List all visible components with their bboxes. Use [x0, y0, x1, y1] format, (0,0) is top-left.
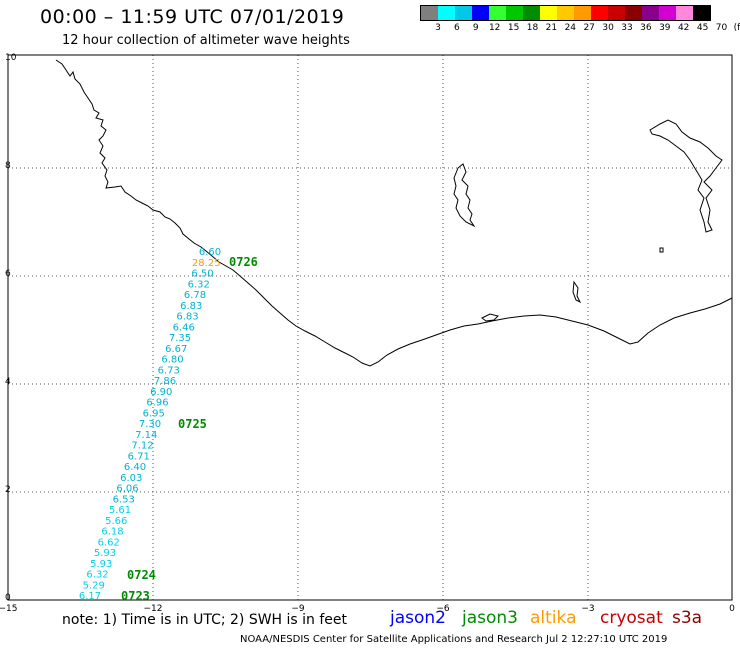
scale-label: 39 — [659, 23, 671, 33]
scale-label: 30 — [602, 23, 614, 33]
wave-height-value: 6.40 — [124, 462, 146, 473]
wave-height-value: 6.53 — [113, 494, 135, 505]
wave-height-value: 6.32 — [188, 279, 210, 290]
pass-time-label: 0725 — [178, 417, 207, 431]
scale-label: 18 — [526, 23, 539, 33]
wave-height-value: 6.95 — [143, 408, 165, 419]
map-title: 00:00 – 11:59 UTC 07/01/2019 — [40, 6, 345, 28]
scale-label: 21 — [545, 23, 558, 33]
pass-time-label: 0723 — [121, 589, 150, 603]
x-axis-tick-label: −15 — [0, 604, 18, 614]
wave-height-value: 6.50 — [191, 269, 213, 280]
scale-swatch — [523, 6, 540, 20]
x-axis-tick-label: −12 — [144, 604, 163, 614]
wave-height-value: 7.86 — [154, 376, 176, 387]
scale-label: 36 — [640, 23, 652, 33]
credit-line: NOAA/NESDIS Center for Satellite Applica… — [240, 634, 668, 645]
wave-height-value: 6.03 — [120, 473, 142, 484]
wave-height-value: 5.66 — [105, 516, 127, 527]
scale-swatch — [608, 6, 625, 20]
scale-swatch — [693, 6, 710, 20]
scale-label: 9 — [472, 23, 479, 33]
wave-height-value: 6.80 — [161, 355, 183, 366]
scale-swatch — [540, 6, 557, 20]
scale-swatch — [659, 6, 676, 20]
map-subtitle: 12 hour collection of altimeter wave hei… — [62, 33, 350, 48]
wave-height-value: 6.60 — [199, 247, 221, 258]
scale-swatch — [574, 6, 591, 20]
pass-time-label: 0726 — [229, 255, 258, 269]
x-axis-tick-label: −3 — [581, 604, 594, 614]
scale-label: 6 — [454, 23, 460, 33]
wave-height-value: 6.83 — [176, 312, 198, 323]
wave-height-value: 7.12 — [131, 441, 153, 452]
y-axis-tick-label: 2 — [5, 485, 11, 495]
wave-height-value: 6.83 — [180, 301, 202, 312]
y-axis-tick-label: 8 — [5, 161, 11, 171]
y-axis-tick-label: 0 — [5, 593, 11, 603]
scale-swatch — [557, 6, 574, 20]
footer-note: note: 1) Time is in UTC; 2) SWH is in fe… — [62, 612, 348, 628]
legend-item-cryosat: cryosat — [600, 608, 663, 628]
wave-height-value: 6.96 — [146, 398, 168, 409]
wave-height-value: 6.73 — [158, 365, 180, 376]
scale-swatch — [591, 6, 608, 20]
wave-height-value: 7.14 — [135, 430, 157, 441]
scale-label: 15 — [507, 23, 520, 33]
wave-height-value: 28.25 — [192, 258, 221, 269]
legend-item-jason3: jason3 — [462, 608, 518, 628]
coastline — [55, 59, 733, 367]
legend-item-s3a: s3a — [672, 608, 703, 628]
y-axis-tick-label: 4 — [5, 377, 11, 387]
scale-label: (ft) — [733, 23, 740, 33]
wave-height-value: 7.35 — [169, 333, 191, 344]
scale-label: 33 — [621, 23, 633, 33]
scale-label: 70 — [715, 23, 728, 33]
scale-swatch — [506, 6, 523, 20]
legend-item-altika: altika — [530, 608, 577, 628]
scale-swatch — [472, 6, 489, 20]
wave-height-value: 6.17 — [79, 591, 101, 602]
scale-swatch — [489, 6, 506, 20]
scale-swatch — [642, 6, 659, 20]
wave-height-value: 6.71 — [128, 451, 150, 462]
scale-swatch — [438, 6, 455, 20]
scale-label: 3 — [435, 23, 441, 33]
wave-height-value: 5.93 — [94, 548, 116, 559]
x-axis-tick-label: 0 — [729, 604, 735, 614]
wave-height-value: 5.61 — [109, 505, 131, 516]
scale-swatch — [455, 6, 472, 20]
wave-height-value: 6.78 — [184, 290, 206, 301]
wave-height-value: 6.46 — [173, 322, 195, 333]
legend-item-jason2: jason2 — [390, 608, 446, 628]
scale-swatch — [676, 6, 693, 20]
pass-time-label: 0724 — [127, 568, 156, 582]
x-axis-tick-label: −9 — [291, 604, 305, 614]
scale-swatch — [625, 6, 642, 20]
y-axis-tick-label: 6 — [5, 269, 11, 279]
wave-height-value: 6.62 — [98, 537, 120, 548]
wave-height-value: 7.30 — [139, 419, 161, 430]
wave-height-value: 6.18 — [101, 527, 123, 538]
wave-height-value: 5.93 — [90, 559, 112, 570]
wave-height-value: 5.29 — [83, 580, 105, 591]
wave-height-value: 6.32 — [86, 570, 108, 581]
scale-label: 42 — [677, 23, 690, 33]
x-axis-tick-label: −6 — [436, 604, 450, 614]
map-frame — [7, 54, 733, 601]
wave-height-value: 6.67 — [165, 344, 187, 355]
wave-height-value: 6.06 — [116, 484, 138, 495]
scale-label: 45 — [696, 23, 709, 33]
y-axis-tick-label: 10 — [5, 53, 17, 63]
scale-label: 12 — [488, 23, 501, 33]
scale-swatch — [421, 6, 438, 20]
scale-label: 27 — [583, 23, 595, 33]
wave-height-value: 6.90 — [150, 387, 172, 398]
scale-label: 24 — [564, 23, 577, 33]
